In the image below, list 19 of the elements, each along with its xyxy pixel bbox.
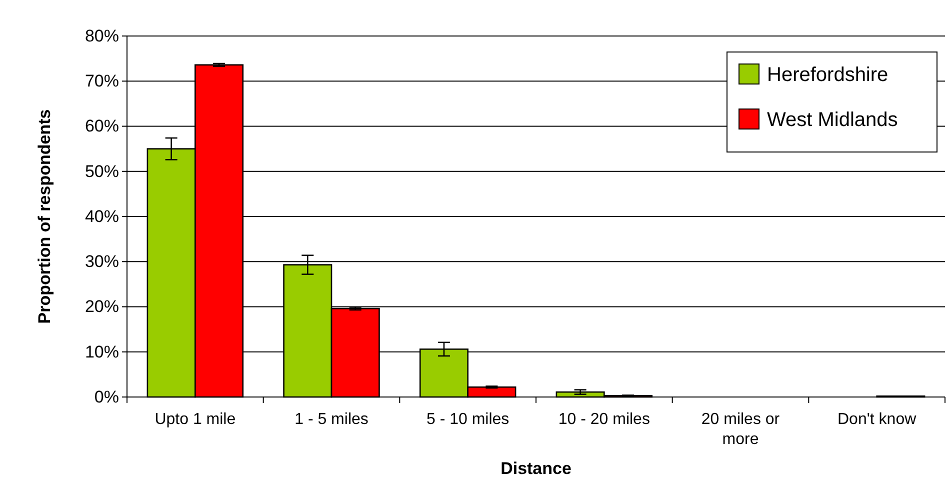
x-tick-label: Don't know: [838, 411, 917, 428]
y-tick-label: 0%: [94, 387, 119, 406]
y-tick-label: 50%: [84, 162, 119, 181]
x-tick-label: 10 - 20 miles: [558, 411, 650, 428]
y-axis-title: Proportion of respondents: [35, 109, 54, 324]
x-tick-label: 5 - 10 miles: [426, 411, 510, 428]
x-tick-label: 1 - 5 miles: [294, 411, 368, 428]
y-tick-label: 80%: [84, 26, 119, 46]
y-tick-label: 10%: [84, 342, 119, 362]
y-tick-label: 70%: [84, 72, 119, 91]
x-tick-label: Upto 1 mile: [154, 411, 236, 428]
y-tick-label: 30%: [84, 252, 119, 272]
legend-label: West Midlands: [767, 109, 898, 131]
legend-label: Herefordshire: [767, 64, 888, 86]
x-tick-label: 20 miles or more: [701, 411, 780, 448]
y-tick-label: 20%: [84, 297, 119, 316]
y-tick-label: 40%: [84, 206, 119, 226]
x-axis-title: Distance: [500, 459, 572, 478]
y-tick-label: 60%: [84, 116, 119, 136]
